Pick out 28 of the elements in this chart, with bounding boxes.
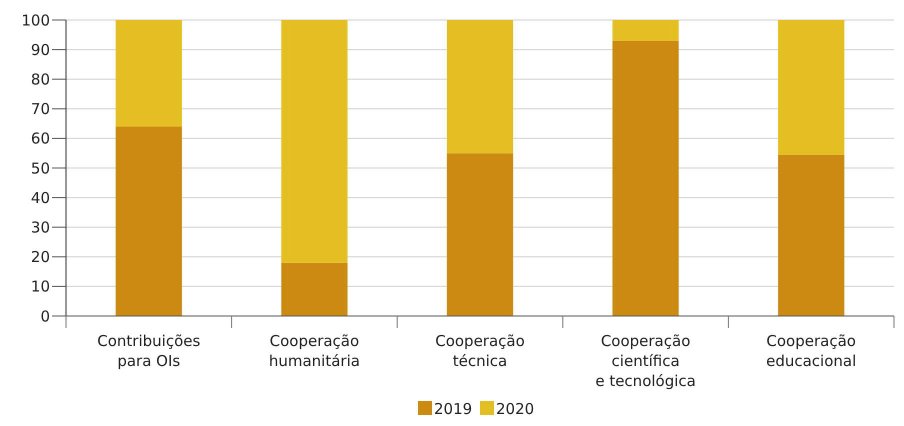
x-tick-label: Cooperação educacional: [766, 332, 856, 370]
y-tick-label: 50: [30, 159, 50, 178]
bar: [281, 262, 348, 316]
x-tick-label: Cooperação científica e tecnológica: [595, 332, 696, 390]
bar: [281, 20, 348, 263]
bar: [612, 20, 679, 41]
legend-label: 2019: [434, 400, 472, 418]
y-tick-label: 30: [30, 218, 50, 236]
y-tick-label: 40: [30, 188, 50, 207]
legend-label: 2020: [496, 400, 534, 418]
x-tick-label: Contribuições para OIs: [97, 332, 200, 370]
bar: [116, 126, 182, 316]
bar: [446, 20, 514, 154]
bar: [446, 153, 514, 316]
x-tick-label: Cooperação humanitária: [268, 332, 360, 370]
y-tick-label: 90: [30, 40, 50, 59]
y-tick-label: 100: [21, 11, 50, 30]
bar: [116, 20, 182, 127]
y-tick-label: 60: [30, 130, 50, 148]
bar: [778, 20, 844, 155]
y-tick-label: 0: [40, 307, 50, 326]
y-tick-label: 80: [30, 70, 50, 88]
x-tick-label: Cooperação técnica: [435, 332, 525, 370]
bar: [778, 154, 844, 316]
y-tick-label: 70: [30, 100, 50, 118]
y-tick-label: 10: [30, 278, 50, 296]
y-tick-label: 20: [30, 248, 50, 266]
bar: [612, 40, 679, 316]
